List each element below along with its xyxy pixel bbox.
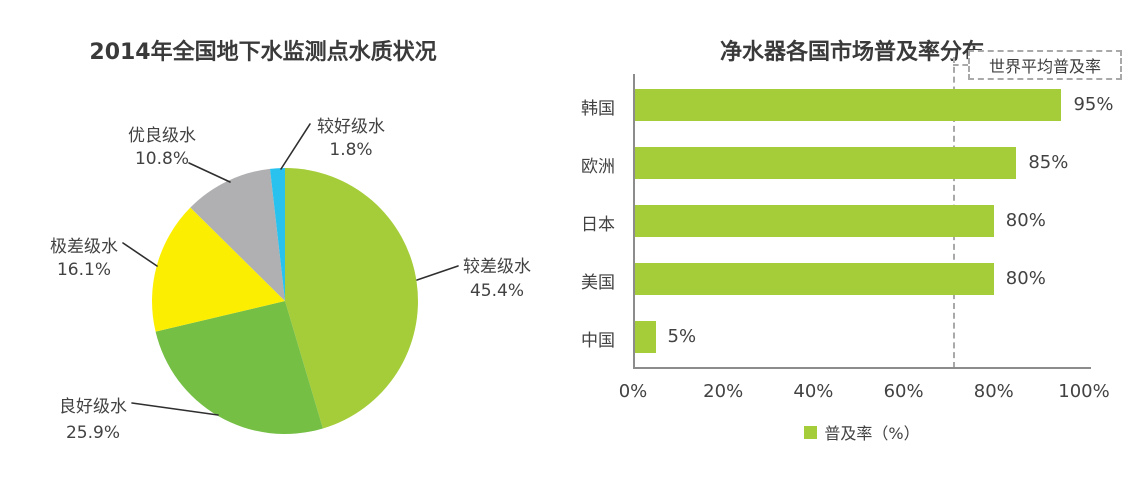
bar: [633, 321, 656, 353]
legend-swatch-icon: [804, 425, 818, 439]
x-tick-label: 0%: [618, 381, 648, 402]
bar-chart-panel: 净水器各国市场普及率分布 韩国 95% 欧洲 85% 日本 80% 美国 80% 中国 5% 0% 2…: [571, 0, 1142, 486]
pie-chart-svg: [122, 123, 459, 434]
bar-category-label: 日本: [581, 215, 615, 235]
bar-value-label: 95%: [1073, 94, 1114, 115]
pie-chart-panel: 2014年全国地下水监测点水质状况 较差级水 45.4% 良好级水 25.9% 极差级水…: [50, 40, 531, 443]
bar: [633, 147, 1017, 179]
pie-callout-value: 16.1%: [56, 260, 112, 280]
bar: [633, 89, 1062, 121]
bar-category-label: 韩国: [581, 99, 615, 119]
bar-value-label: 85%: [1028, 152, 1069, 173]
pie-leader-line: [131, 402, 219, 416]
pie-slice: [152, 207, 285, 332]
x-tick-label: 100%: [1058, 381, 1110, 402]
pie-callout-name: 极差级水: [50, 237, 118, 257]
bar-value-label: 5%: [667, 326, 697, 347]
legend-label: 普及率（%）: [824, 424, 920, 443]
pie-leader-line: [416, 265, 459, 281]
reference-connector: [953, 64, 968, 66]
y-axis-line: [633, 74, 635, 368]
bar-category-label: 美国: [581, 273, 615, 293]
bar-category-label: 欧洲: [581, 157, 615, 177]
x-axis-line: [633, 367, 1091, 369]
pie-slice: [190, 168, 285, 301]
pie-leader-line: [188, 162, 231, 183]
x-tick-label: 80%: [973, 381, 1014, 402]
legend: 普及率（%）: [633, 420, 1091, 444]
x-tick-label: 20%: [703, 381, 744, 402]
pie-callout-value: 1.8%: [329, 140, 373, 160]
pie-callout-name: 较差级水: [463, 257, 531, 277]
x-tick-label: 40%: [793, 381, 834, 402]
pie-slice: [285, 168, 418, 429]
pie-leader-line: [122, 242, 158, 267]
pie-callout-name: 较好级水: [317, 117, 385, 137]
bar-value-label: 80%: [1005, 210, 1046, 231]
bar-value-label: 80%: [1005, 268, 1046, 289]
pie-callout-name: 优良级水: [128, 126, 196, 146]
pie-chart-title: 2014年全国地下水监测点水质状况: [89, 40, 437, 66]
pie-callout-value: 45.4%: [469, 281, 525, 301]
pie-callout-name: 良好级水: [59, 397, 127, 417]
reference-line-legend-label: 世界平均普及率: [988, 57, 1101, 76]
pie-callout-value: 25.9%: [65, 423, 121, 443]
bar: [633, 263, 994, 295]
x-tick-label: 60%: [883, 381, 924, 402]
bar-category-label: 中国: [581, 331, 615, 351]
bar-chart-title: 净水器各国市场普及率分布: [719, 40, 985, 66]
bar: [633, 205, 994, 237]
pie-leader-line: [280, 123, 311, 170]
pie-slice: [269, 168, 285, 301]
pie-slice: [155, 301, 323, 434]
pie-callout-value: 10.8%: [134, 149, 190, 169]
reference-line-legend: 世界平均普及率: [968, 50, 1122, 80]
